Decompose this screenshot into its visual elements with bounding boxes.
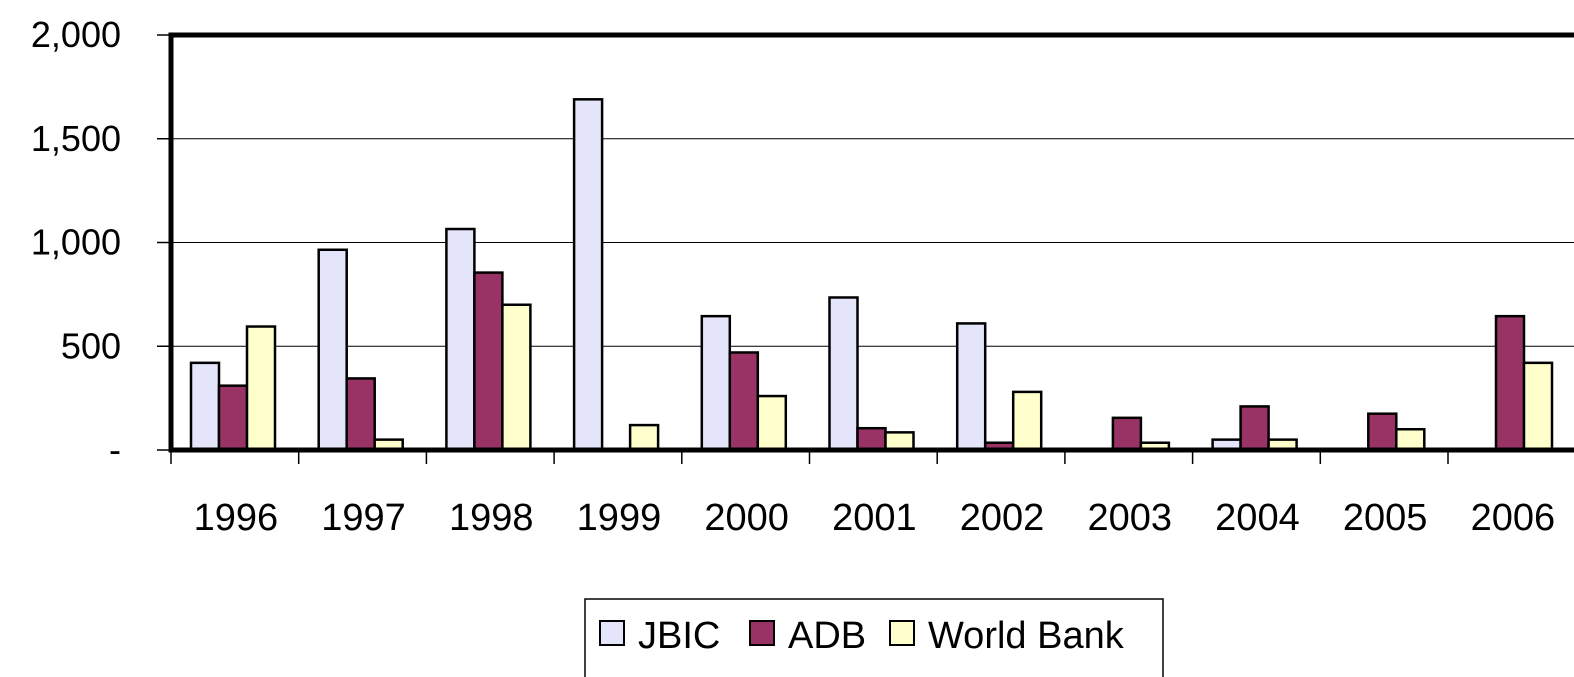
bar-adb-2000: [728, 351, 760, 452]
x-tick-label: 2001: [832, 497, 917, 539]
bar-world-bank-2006: [1522, 361, 1554, 452]
x-tick-label: 2006: [1471, 497, 1556, 539]
bar-adb-2004: [1239, 405, 1270, 452]
bar-jbic-1999: [572, 98, 604, 452]
bar-world-bank-2001: [884, 431, 915, 452]
bar-adb-2001: [856, 426, 887, 452]
bar-world-bank-2002: [1011, 390, 1043, 452]
bar-jbic-2002: [955, 322, 987, 452]
x-tick-label: 2002: [960, 497, 1045, 539]
x-tick-label: 1998: [449, 497, 534, 539]
y-tick-label: 1,500: [31, 118, 121, 159]
y-tick-label: 500: [61, 325, 121, 366]
legend-box: [584, 598, 1164, 677]
legend-swatch-adb: [749, 620, 775, 646]
bar-adb-2003: [1111, 416, 1143, 452]
legend-label: JBIC: [638, 615, 720, 657]
legend-label: World Bank: [928, 615, 1125, 657]
bar-world-bank-1998: [501, 303, 532, 452]
legend: JBIC ADB World Bank: [584, 598, 1164, 677]
bar-jbic-2001: [828, 296, 859, 452]
bar-adb-2005: [1367, 412, 1398, 452]
y-tick-label: -: [109, 429, 121, 470]
legend-label: ADB: [788, 615, 866, 657]
bar-world-bank-1996: [245, 325, 277, 452]
x-tick-label: 2005: [1343, 497, 1428, 539]
x-tick-label: 1997: [321, 497, 406, 539]
bar-adb-1996: [217, 384, 249, 452]
x-tick-label: 1999: [577, 497, 662, 539]
bar-jbic-2000: [700, 314, 732, 452]
x-tick-label: 2004: [1215, 497, 1300, 539]
bar-world-bank-2000: [756, 394, 788, 452]
bars: [189, 98, 1554, 452]
y-tick-labels: - 500 1,000 1,500 2,000: [31, 14, 121, 470]
bar-world-bank-1999: [628, 423, 660, 452]
x-tick-label: 2003: [1087, 497, 1172, 539]
x-tick-label: 2000: [704, 497, 789, 539]
axes: [157, 32, 1574, 464]
bar-adb-1998: [473, 271, 504, 452]
bar-jbic-1997: [317, 248, 348, 452]
y-tick-label: 1,000: [31, 222, 121, 263]
x-tick-labels: 1996 1997 1998 1999 2000 2001 2002 2003 2004 2005…: [194, 497, 1556, 539]
legend-swatch-jbic: [599, 620, 625, 646]
gridlines: [171, 138, 1574, 347]
y-tick-label: 2,000: [31, 14, 121, 55]
x-tick-label: 1996: [194, 497, 279, 539]
legend-swatch-world-bank: [889, 620, 915, 646]
bar-adb-1997: [345, 377, 376, 452]
bar-world-bank-2005: [1395, 428, 1426, 452]
bar-jbic-1998: [445, 227, 476, 452]
bar-adb-2006: [1494, 314, 1526, 452]
bar-jbic-1996: [189, 361, 221, 452]
